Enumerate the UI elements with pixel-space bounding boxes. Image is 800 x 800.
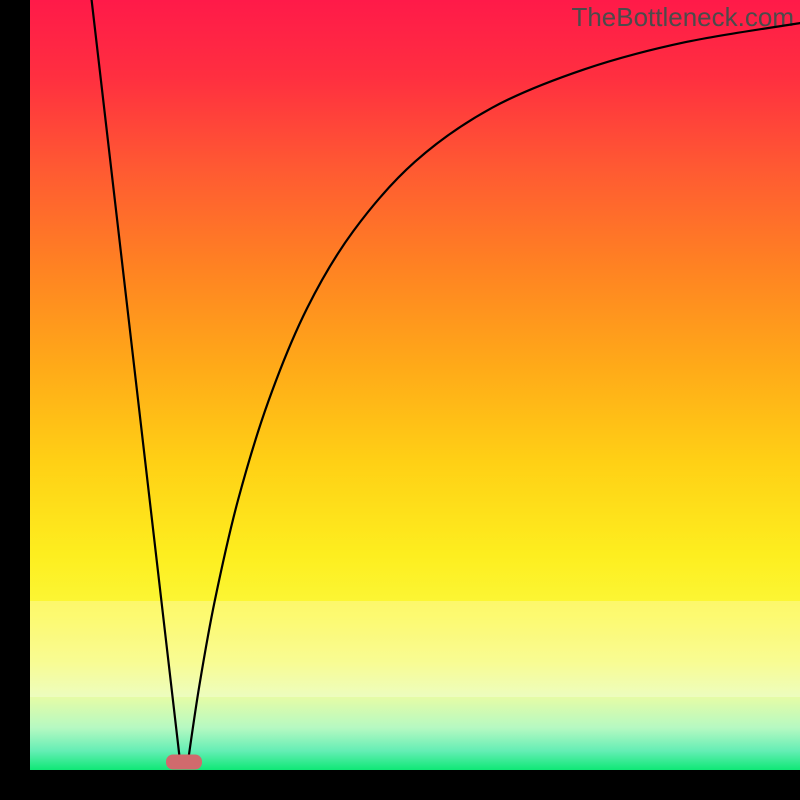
curve-left-branch — [92, 0, 181, 762]
bottleneck-curve — [30, 0, 800, 770]
optimal-point-marker — [166, 755, 202, 770]
plot-area: TheBottleneck.com — [30, 0, 800, 770]
curve-right-branch — [188, 23, 800, 762]
